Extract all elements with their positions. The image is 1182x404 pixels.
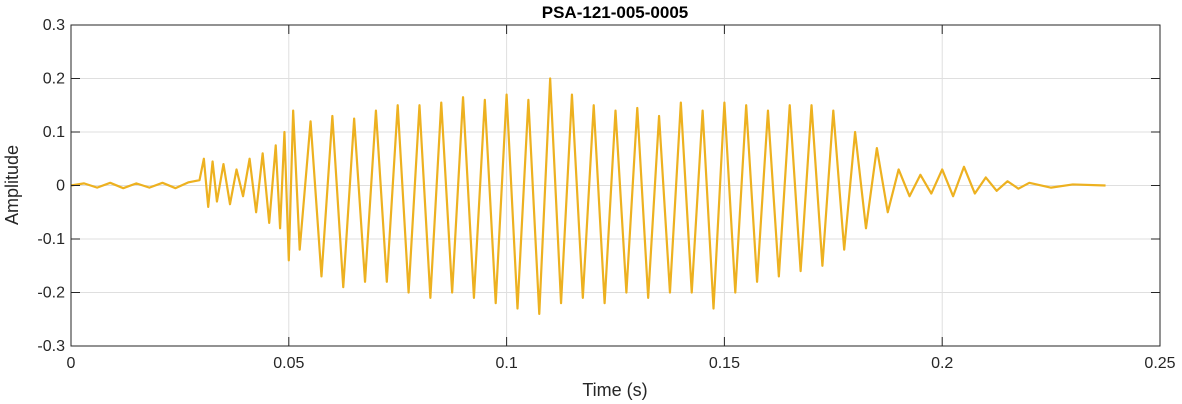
x-tick-label: 0.25 <box>1144 355 1175 372</box>
y-tick-label: 0.2 <box>43 71 65 88</box>
series-line <box>70 77 1106 315</box>
y-tick-label: -0.3 <box>37 338 65 355</box>
y-tick-label: 0 <box>56 178 65 195</box>
y-tick-label: 0.1 <box>43 124 65 141</box>
x-tick-label: 0 <box>67 355 76 372</box>
x-tick-label: 0.05 <box>273 355 304 372</box>
y-tick-label: -0.2 <box>37 285 65 302</box>
x-tick-label: 0.15 <box>709 355 740 372</box>
grid-lines <box>71 25 1160 346</box>
x-tick-label: 0.1 <box>495 355 517 372</box>
chart-title: PSA-121-005-0005 <box>542 3 688 22</box>
series-layer <box>70 77 1106 315</box>
axes: 0 0.05 0.1 0.15 0.2 0.25 -0.3 -0.2 -0.1 0 0.1 0.2 0.… <box>37 17 1175 372</box>
x-tick-label: 0.2 <box>931 355 953 372</box>
y-tick-label: 0.3 <box>43 17 65 34</box>
y-axis-label: Amplitude <box>2 145 22 225</box>
y-tick-label: -0.1 <box>37 231 65 248</box>
x-axis-label: Time (s) <box>582 380 647 400</box>
